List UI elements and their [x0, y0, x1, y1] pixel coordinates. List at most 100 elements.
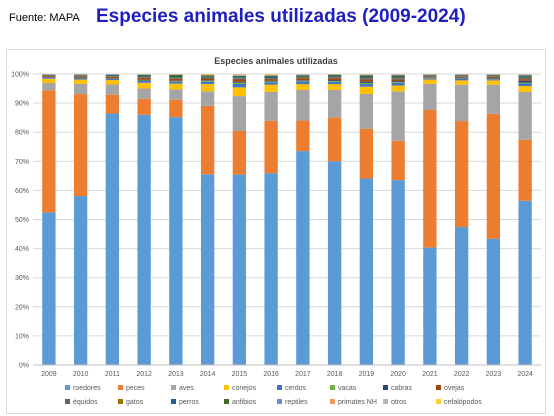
- legend-swatch: [436, 385, 441, 390]
- x-tick-label: 2024: [517, 371, 533, 378]
- bar-segment-aves: [232, 96, 247, 131]
- legend-label: reptiles: [285, 399, 308, 406]
- bar-segment-otros: [486, 74, 501, 75]
- bar-segment-roedores: [423, 247, 437, 365]
- bar-segment-anfibios: [232, 75, 247, 78]
- bar-segment-anfibios: [423, 74, 437, 76]
- bar-segment-ovejas: [486, 76, 501, 79]
- x-tick-label: 2019: [359, 371, 375, 378]
- legend-label: otros: [391, 399, 407, 406]
- y-tick-label: 40%: [15, 246, 29, 253]
- x-tick-label: 2015: [232, 371, 248, 378]
- bar-segment-cerdos: [327, 81, 342, 85]
- bar-segment-perros: [200, 76, 215, 78]
- legend-swatch: [330, 399, 335, 404]
- legend-item: ovejas: [436, 385, 465, 392]
- y-tick-label: 70%: [15, 159, 29, 166]
- bar-segment-perros: [169, 77, 183, 79]
- bar-segment-roedores: [327, 161, 342, 365]
- bar-segment-aves: [42, 83, 56, 91]
- bar-segment-cerdos: [200, 81, 215, 85]
- legend-label: anfibios: [232, 399, 257, 406]
- bar-segment-peces: [327, 117, 342, 162]
- legend-item: aves: [171, 385, 194, 392]
- legend-swatch: [171, 385, 176, 390]
- bar-segment-conejos: [264, 84, 278, 92]
- bar-segment-vacas: [327, 80, 342, 82]
- legend-swatch: [436, 399, 441, 404]
- legend-item: conejos: [224, 385, 257, 392]
- bar-segment-ovejas: [42, 76, 56, 77]
- bar-segment-cerdos: [423, 78, 437, 80]
- bar-segment-vacas: [454, 78, 469, 79]
- legend-label: gatos: [126, 399, 144, 406]
- bar-segment-peces: [454, 121, 469, 228]
- bar-segment-aves: [105, 84, 120, 95]
- chart-legend: roedores peces aves conejos cerdos vacas cabra…: [65, 385, 482, 406]
- bar-segment-vacas: [486, 78, 501, 80]
- legend-item: perros: [171, 399, 199, 406]
- y-tick-label: 10%: [15, 333, 29, 340]
- bar-segment-cerdos: [518, 83, 532, 87]
- x-tick-label: 2021: [422, 371, 438, 378]
- bar-segment-aves: [327, 90, 342, 118]
- bar-segment-otros: [264, 74, 278, 76]
- bar-segment-aves: [73, 83, 88, 95]
- bar-segment-conejos: [359, 86, 374, 94]
- bar-segment-otros: [518, 74, 532, 75]
- bar-segment-cerdos: [391, 82, 405, 86]
- y-tick-label: 80%: [15, 130, 29, 137]
- bar-segment-otros: [391, 74, 405, 75]
- bar-segment-cabras: [391, 81, 405, 83]
- bar-segment-équidos: [232, 78, 247, 80]
- legend-item: peces: [118, 385, 145, 392]
- bar-segment-vacas: [518, 82, 532, 84]
- legend-label: aves: [179, 385, 194, 392]
- bar-segment-équidos: [169, 78, 183, 79]
- bar-segment-perros: [73, 75, 88, 76]
- bar-segment-cabras: [169, 80, 183, 82]
- bar-segment-otros: [200, 74, 215, 76]
- bar-segment-aves: [359, 93, 374, 129]
- x-tick-label: 2013: [168, 371, 184, 378]
- bar-segment-anfibios: [105, 74, 120, 76]
- bar-segment-vacas: [137, 80, 151, 81]
- bar-segment-ovejas: [296, 78, 310, 81]
- bar-segment-roedores: [200, 174, 215, 365]
- bar-segment-conejos: [391, 85, 405, 92]
- bar-segment-perros: [42, 74, 56, 76]
- legend-label: primates NH: [338, 399, 377, 406]
- bar-segment-conejos: [73, 79, 88, 84]
- bar-segment-ovejas: [200, 78, 215, 81]
- bar-segment-cerdos: [486, 79, 501, 81]
- legend-label: peces: [126, 385, 145, 392]
- bar-segment-roedores: [137, 114, 151, 366]
- bar-segment-cabras: [137, 79, 151, 81]
- legend-item: cerdos: [277, 385, 307, 392]
- legend-label: cefalópodos: [444, 399, 482, 406]
- chart-bars: [42, 74, 532, 366]
- bar-segment-ovejas: [73, 76, 88, 78]
- bar-segment-anfibios: [391, 75, 405, 78]
- bar-segment-roedores: [169, 117, 183, 365]
- bar-segment-roedores: [73, 196, 88, 365]
- bar-segment-aves: [518, 91, 532, 140]
- bar-segment-aves: [454, 84, 469, 122]
- bar-segment-cabras: [454, 77, 469, 79]
- bar-segment-perros: [137, 76, 151, 78]
- bar-segment-cerdos: [454, 78, 469, 81]
- legend-label: perros: [179, 399, 199, 406]
- bar-segment-cabras: [359, 81, 374, 83]
- bar-segment-otros: [137, 74, 151, 75]
- legend-item: gatos: [118, 399, 144, 406]
- bar-segment-ovejas: [105, 76, 120, 79]
- bar-segment-perros: [105, 75, 120, 77]
- legend-swatch: [330, 385, 335, 390]
- legend-label: équidos: [73, 399, 98, 406]
- legend-swatch: [118, 385, 123, 390]
- legend-label: cabras: [391, 385, 413, 392]
- bar-segment-conejos: [200, 84, 215, 92]
- bar-segment-roedores: [42, 212, 56, 365]
- legend-swatch: [65, 385, 70, 390]
- bar-segment-aves: [137, 88, 151, 99]
